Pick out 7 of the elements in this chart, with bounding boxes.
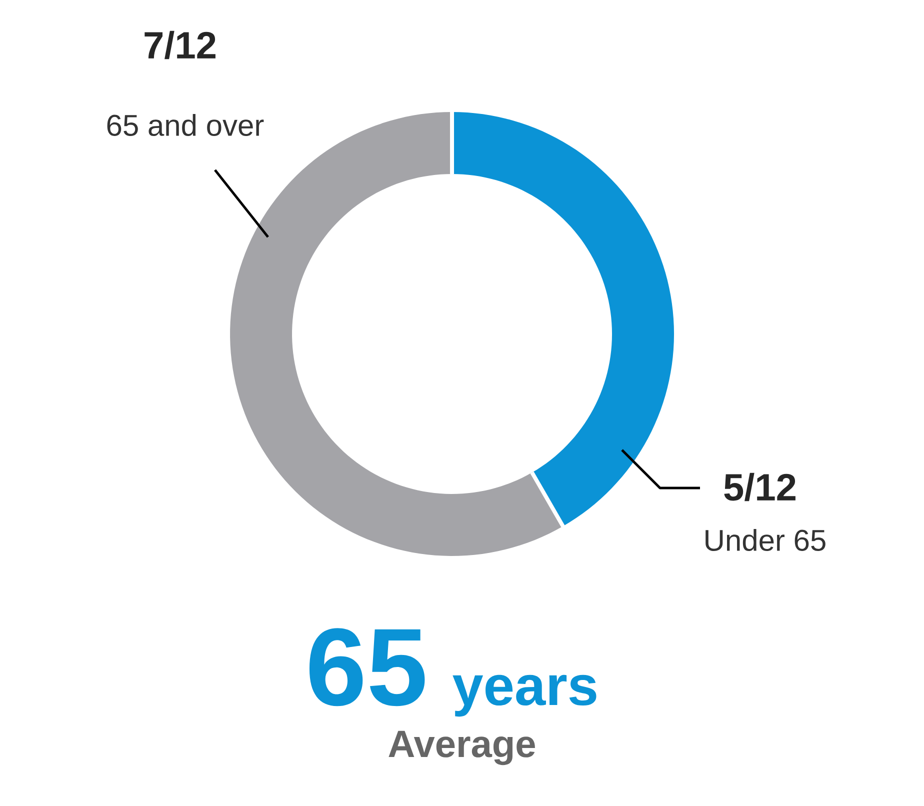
text: years <box>452 674 596 717</box>
slice-label: Under 65 <box>706 528 826 552</box>
data-label: 7/12 <box>144 30 216 60</box>
text: 65 <box>309 628 425 706</box>
data-label: 5/12 <box>724 472 796 502</box>
text: Average <box>388 730 535 766</box>
slice-label: 65 and over <box>107 114 264 136</box>
